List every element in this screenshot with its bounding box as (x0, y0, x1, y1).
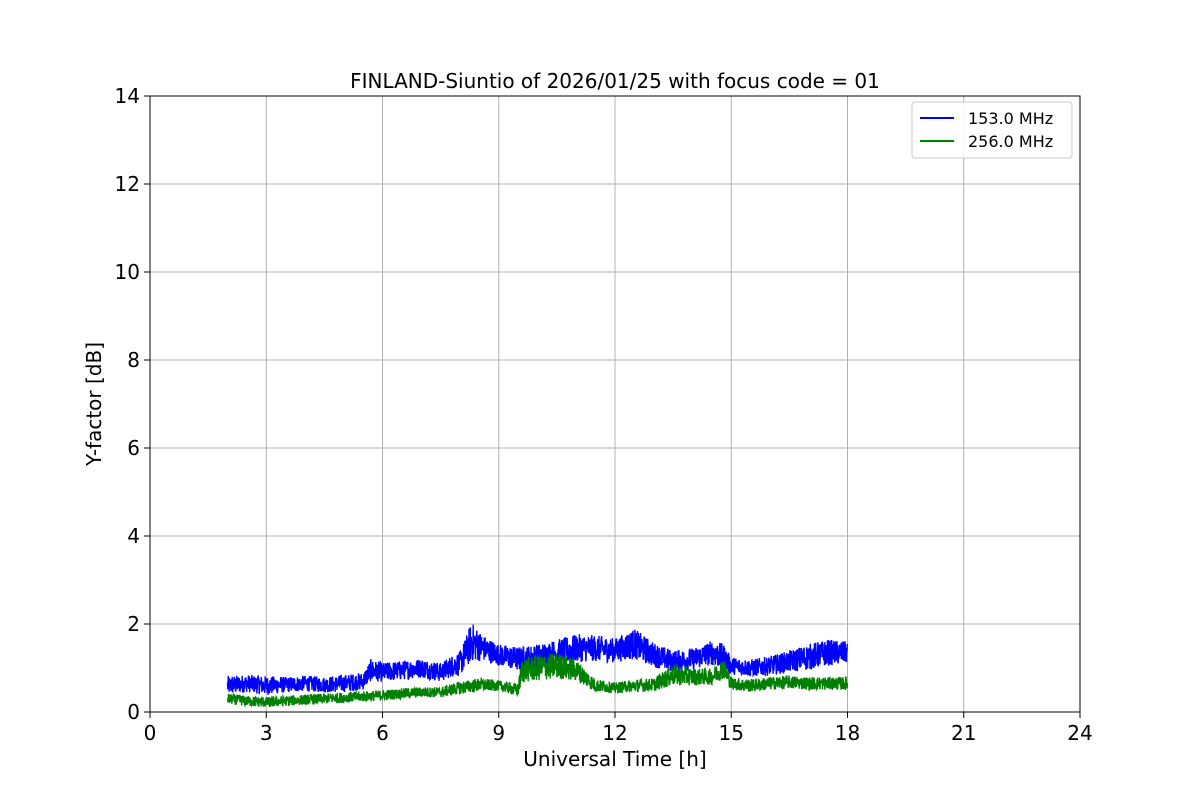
y-tick-label: 0 (127, 700, 140, 724)
legend-label: 153.0 MHz (968, 109, 1053, 128)
legend-box (911, 101, 1073, 159)
x-tick-label: 6 (376, 721, 389, 745)
x-tick-label: 15 (719, 721, 744, 745)
chart-title: FINLAND-Siuntio of 2026/01/25 with focus… (350, 69, 880, 93)
y-tick-label: 14 (115, 84, 140, 108)
x-axis-label: Universal Time [h] (523, 747, 706, 771)
y-tick-label: 6 (127, 436, 140, 460)
legend: 153.0 MHz 256.0 MHz (911, 101, 1073, 159)
x-tick-label: 3 (260, 721, 273, 745)
y-tick-label: 4 (127, 524, 140, 548)
y-tick-label: 10 (115, 260, 140, 284)
x-tick-label: 12 (602, 721, 627, 745)
y-axis-label: Y-factor [dB] (82, 342, 106, 467)
series-line-2 (226, 653, 849, 708)
y-tick-label: 8 (127, 348, 140, 372)
x-tick-label: 18 (835, 721, 860, 745)
y-tick-label: 12 (115, 172, 140, 196)
x-tick-label: 24 (1067, 721, 1092, 745)
series-line-1 (226, 624, 849, 695)
x-tick-label: 0 (144, 721, 157, 745)
series-layer (226, 624, 849, 708)
x-tick-label: 9 (492, 721, 505, 745)
y-tick-label: 2 (127, 612, 140, 636)
legend-label: 256.0 MHz (968, 132, 1053, 151)
x-tick-label: 21 (951, 721, 976, 745)
